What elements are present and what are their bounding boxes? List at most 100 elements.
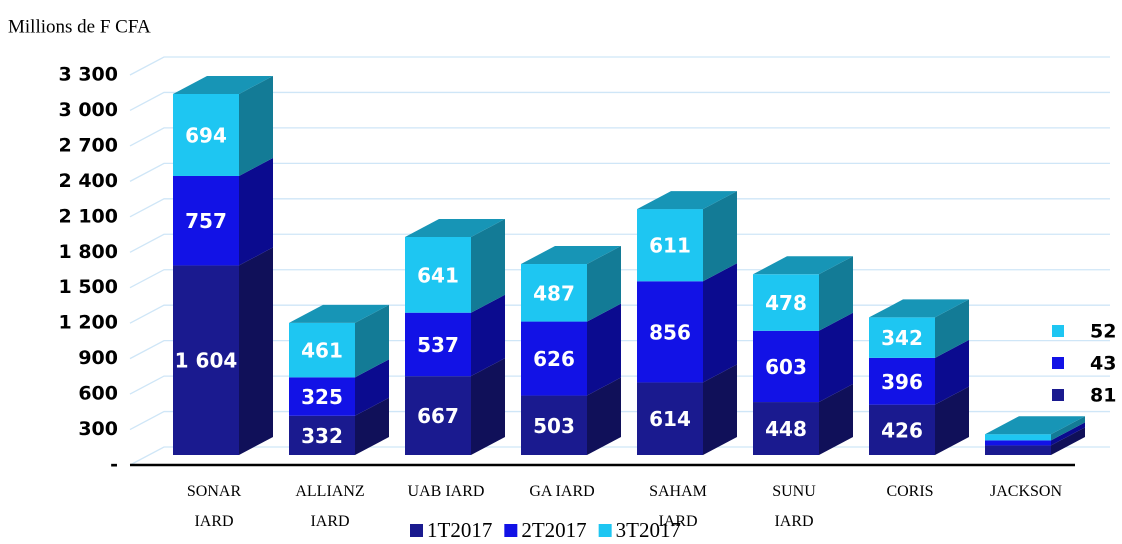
bar-side	[935, 386, 969, 455]
grid-line	[129, 91, 1110, 112]
bar-side	[355, 359, 389, 416]
data-label: 856	[649, 320, 691, 344]
bar-side	[355, 304, 389, 378]
legend-label: 2T2017	[521, 518, 586, 542]
bar-side	[935, 299, 969, 358]
bar-side	[819, 256, 853, 331]
bar-segment	[869, 404, 935, 455]
bar-side	[1051, 416, 1085, 441]
grid-line	[129, 162, 1110, 182]
data-label: 537	[417, 333, 459, 357]
y-tick-label: 300	[78, 418, 118, 440]
bar-top	[289, 304, 389, 323]
y-tick-label: 2 400	[59, 170, 119, 192]
y-tick-label: 600	[78, 383, 118, 405]
y-tick-label: 3 300	[59, 64, 119, 86]
bar-top	[405, 218, 505, 237]
bar-segment	[637, 281, 703, 383]
side-label-swatch	[1052, 357, 1064, 369]
legend-label: 3T2017	[616, 518, 681, 542]
y-axis-title: Millions de F CFA	[8, 16, 151, 37]
legend-swatch	[504, 524, 518, 537]
bar-segment	[289, 377, 355, 416]
side-label: 43	[1090, 353, 1116, 375]
bar-segment	[173, 93, 239, 176]
bar-side	[239, 157, 273, 266]
bar-top	[869, 299, 969, 318]
bar-segment	[521, 264, 587, 322]
data-label: 667	[417, 404, 459, 428]
data-label: 396	[881, 370, 923, 394]
grid-line	[129, 198, 1110, 218]
data-label: 448	[765, 417, 807, 441]
bar-side	[587, 246, 621, 322]
bar-top	[173, 75, 273, 94]
bar-side	[587, 303, 621, 396]
bar-side	[471, 218, 505, 313]
side-label-swatch	[1052, 389, 1064, 401]
y-tick-label: 900	[78, 347, 118, 369]
x-tick-label: SONAR IARD	[186, 483, 242, 530]
bar-segment	[405, 376, 471, 455]
data-label: 426	[881, 418, 923, 442]
data-label: 503	[533, 414, 575, 438]
bar-side	[703, 364, 737, 455]
bar-top	[753, 256, 853, 275]
bar-side	[355, 397, 389, 455]
bar-segment	[753, 330, 819, 403]
x-tick-label: ALLIANZ IARD	[295, 483, 365, 530]
y-tick-label: 1 500	[59, 276, 119, 298]
bar-side	[819, 312, 853, 403]
bar-top	[637, 191, 737, 210]
grid-line	[129, 233, 1110, 253]
data-label: 342	[881, 326, 923, 350]
bar-side	[587, 377, 621, 455]
y-tick-label: 2 100	[59, 205, 119, 227]
data-label: 641	[417, 263, 459, 287]
grid-line	[129, 56, 1110, 76]
bar-side	[239, 75, 273, 176]
data-label: 626	[533, 347, 575, 371]
bar-segment	[753, 402, 819, 455]
bar-segment	[869, 317, 935, 358]
bar-top	[985, 416, 1085, 435]
bar-segment	[753, 274, 819, 331]
y-tick-label: 1 800	[59, 241, 119, 263]
bar-side	[1051, 422, 1085, 446]
bar-side	[703, 191, 737, 282]
bar-side	[1051, 427, 1085, 455]
y-tick-label: 1 200	[59, 312, 119, 334]
x-tick-label: SAHAM IARD	[649, 483, 707, 530]
data-label: 603	[765, 355, 807, 379]
bar-segment	[405, 312, 471, 377]
bar-segment	[985, 434, 1051, 441]
bar-segment	[985, 440, 1051, 446]
legend-swatch	[598, 524, 612, 537]
bar-top	[521, 246, 621, 265]
bar-side	[471, 294, 505, 377]
bar-side	[471, 358, 505, 455]
x-tick-label: JACKSON	[989, 483, 1062, 500]
bar-segment	[869, 357, 935, 405]
y-tick-label: -	[110, 454, 118, 476]
side-label: 52	[1090, 321, 1116, 343]
data-label: 1 604	[175, 349, 238, 373]
bar-segment	[637, 209, 703, 282]
data-label: 332	[301, 424, 343, 448]
bar-segment	[985, 445, 1051, 455]
x-tick-label: SUNU IARD	[772, 483, 816, 530]
bar-side	[703, 263, 737, 383]
data-label: 487	[533, 281, 575, 305]
bar-segment	[521, 321, 587, 396]
x-tick-label: UAB IARD	[407, 483, 485, 500]
bar-segment	[637, 382, 703, 455]
legend-label: 1T2017	[427, 518, 492, 542]
data-label: 694	[185, 123, 227, 147]
bar-segment	[289, 322, 355, 378]
data-label: 611	[649, 234, 691, 258]
x-tick-label: CORIS	[886, 483, 934, 500]
bar-side	[935, 339, 969, 405]
bar-segment	[521, 395, 587, 455]
legend-swatch	[410, 524, 423, 537]
